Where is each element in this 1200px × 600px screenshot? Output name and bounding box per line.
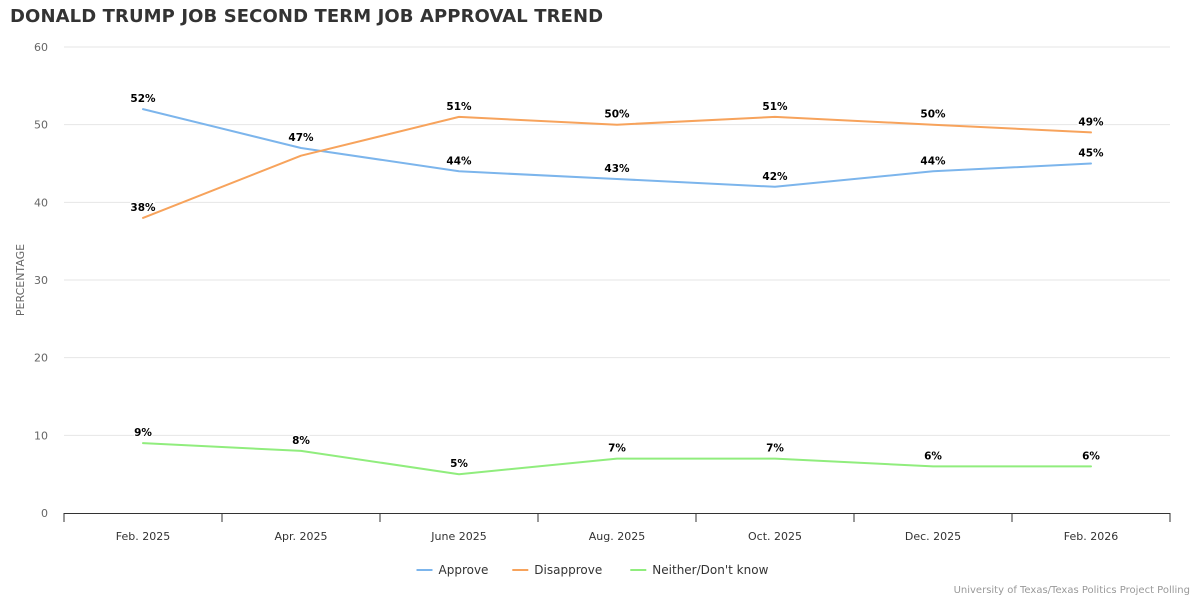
y-tick-label: 60 [34,41,48,54]
data-label: 7% [608,443,626,455]
data-label: 50% [920,109,946,121]
chart-title: DONALD TRUMP JOB SECOND TERM JOB APPROVA… [10,6,604,27]
data-label: 51% [762,101,788,113]
y-tick-label: 0 [41,507,48,520]
x-tick-label: Dec. 2025 [905,530,961,543]
data-label: 43% [604,163,630,175]
data-label: 9% [134,427,152,439]
x-tick-label: Oct. 2025 [748,530,802,543]
data-label: 44% [920,155,946,167]
y-tick-label: 30 [34,274,48,287]
legend-item[interactable]: Neither/Don't know [630,563,769,577]
series-line-disapprove [142,115,1092,219]
legend-label: Disapprove [534,563,602,577]
credits[interactable]: University of Texas/Texas Politics Proje… [953,585,1190,596]
data-label: 6% [924,450,942,462]
series-line-approve [142,108,1092,188]
data-label: 42% [762,171,788,183]
y-axis-title: PERCENTAGE [14,244,27,316]
data-label: 51% [446,101,472,113]
data-label: 52% [130,93,156,105]
legend-label: Neither/Don't know [652,563,768,577]
data-label: 50% [604,109,630,121]
x-tick-label: Feb. 2025 [116,530,170,543]
data-label: 5% [450,458,468,470]
x-tick-label: Feb. 2026 [1064,530,1118,543]
data-label: 38% [130,202,156,214]
legend-item[interactable]: Approve [416,563,489,577]
y-tick-label: 50 [34,119,48,132]
data-label: 8% [292,435,310,447]
y-tick-label: 20 [34,352,48,365]
series-line-neither-don-t-know [142,442,1092,476]
legend-label: Approve [439,563,489,577]
data-label: 47% [288,132,314,144]
y-tick-label: 10 [34,429,48,442]
data-label: 44% [446,155,472,167]
data-label: 7% [766,443,784,455]
legend-item[interactable]: Disapprove [512,563,602,577]
data-label: 49% [1078,116,1104,128]
y-tick-label: 40 [34,196,48,209]
data-label: 6% [1082,450,1100,462]
x-tick-label: Apr. 2025 [274,530,327,543]
x-tick-label: June 2025 [430,530,486,543]
data-label: 45% [1078,148,1104,160]
x-tick-label: Aug. 2025 [589,530,645,543]
